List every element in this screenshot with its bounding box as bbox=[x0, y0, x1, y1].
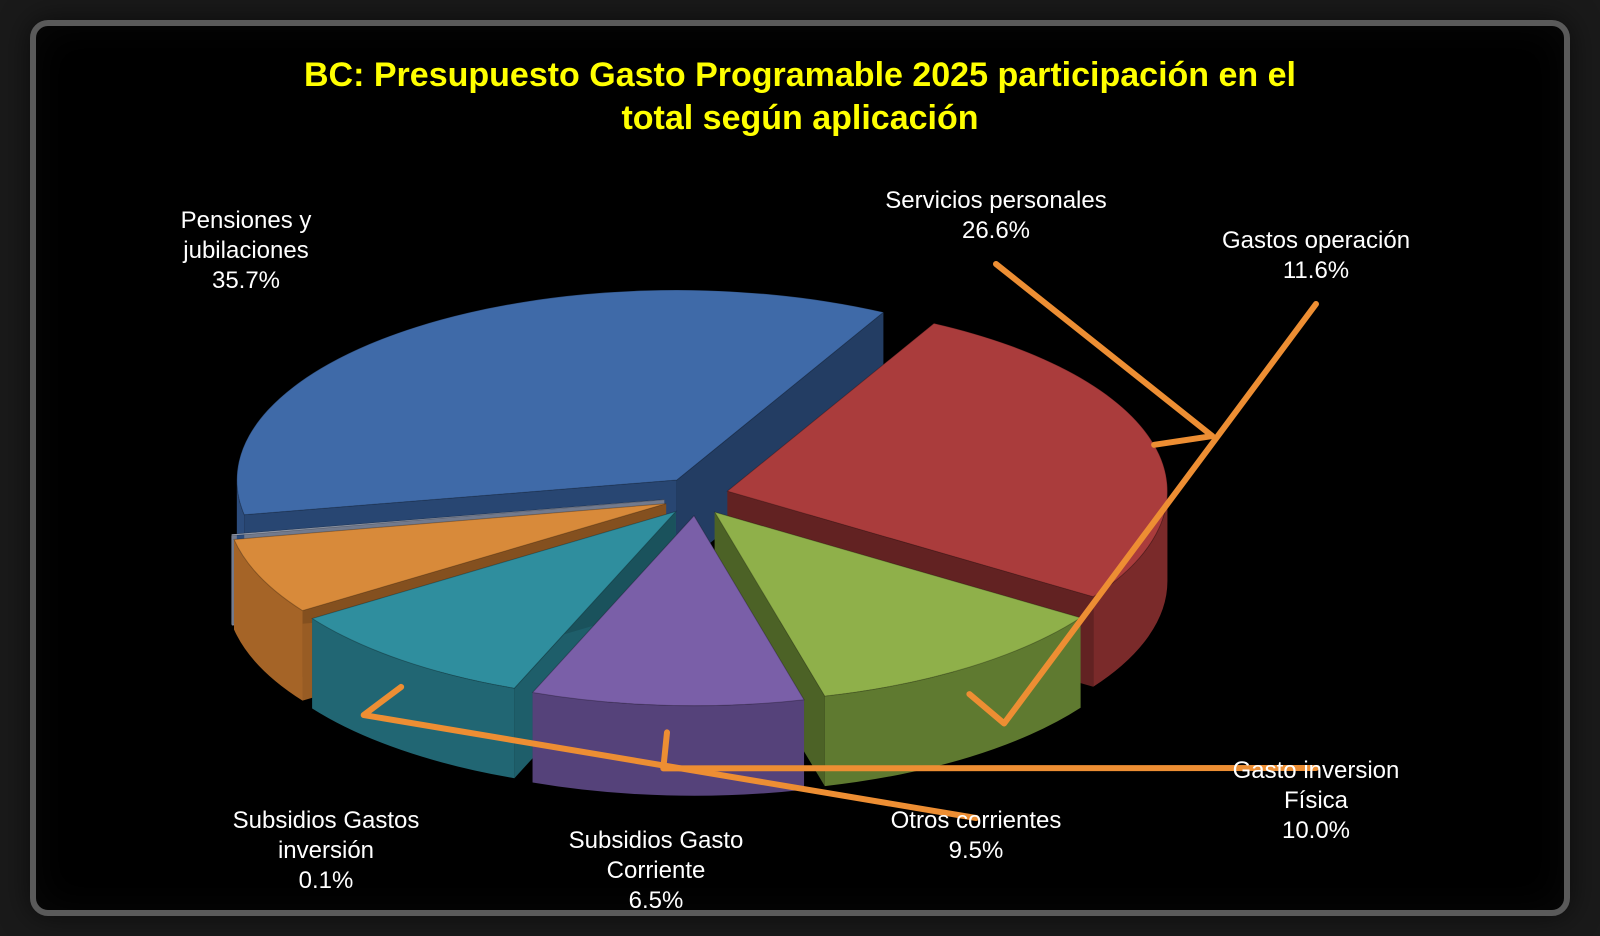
slice-label: Gastos operación 11.6% bbox=[1156, 226, 1476, 286]
slice-label: Subsidios Gasto Corriente 6.5% bbox=[496, 826, 816, 916]
leader-line bbox=[996, 264, 1212, 445]
slice-label: Pensiones y jubilaciones 35.7% bbox=[86, 206, 406, 296]
chart-frame: BC: Presupuesto Gasto Programable 2025 p… bbox=[30, 20, 1570, 916]
slice-label: Gasto inversion Física 10.0% bbox=[1156, 756, 1476, 846]
slice-label: Servicios personales 26.6% bbox=[836, 186, 1156, 246]
slice-label: Otros corrientes 9.5% bbox=[816, 806, 1136, 866]
leader-line bbox=[969, 304, 1316, 723]
slice-label: Subsidios Gastos inversión 0.1% bbox=[166, 806, 486, 896]
leader-line bbox=[364, 687, 976, 818]
